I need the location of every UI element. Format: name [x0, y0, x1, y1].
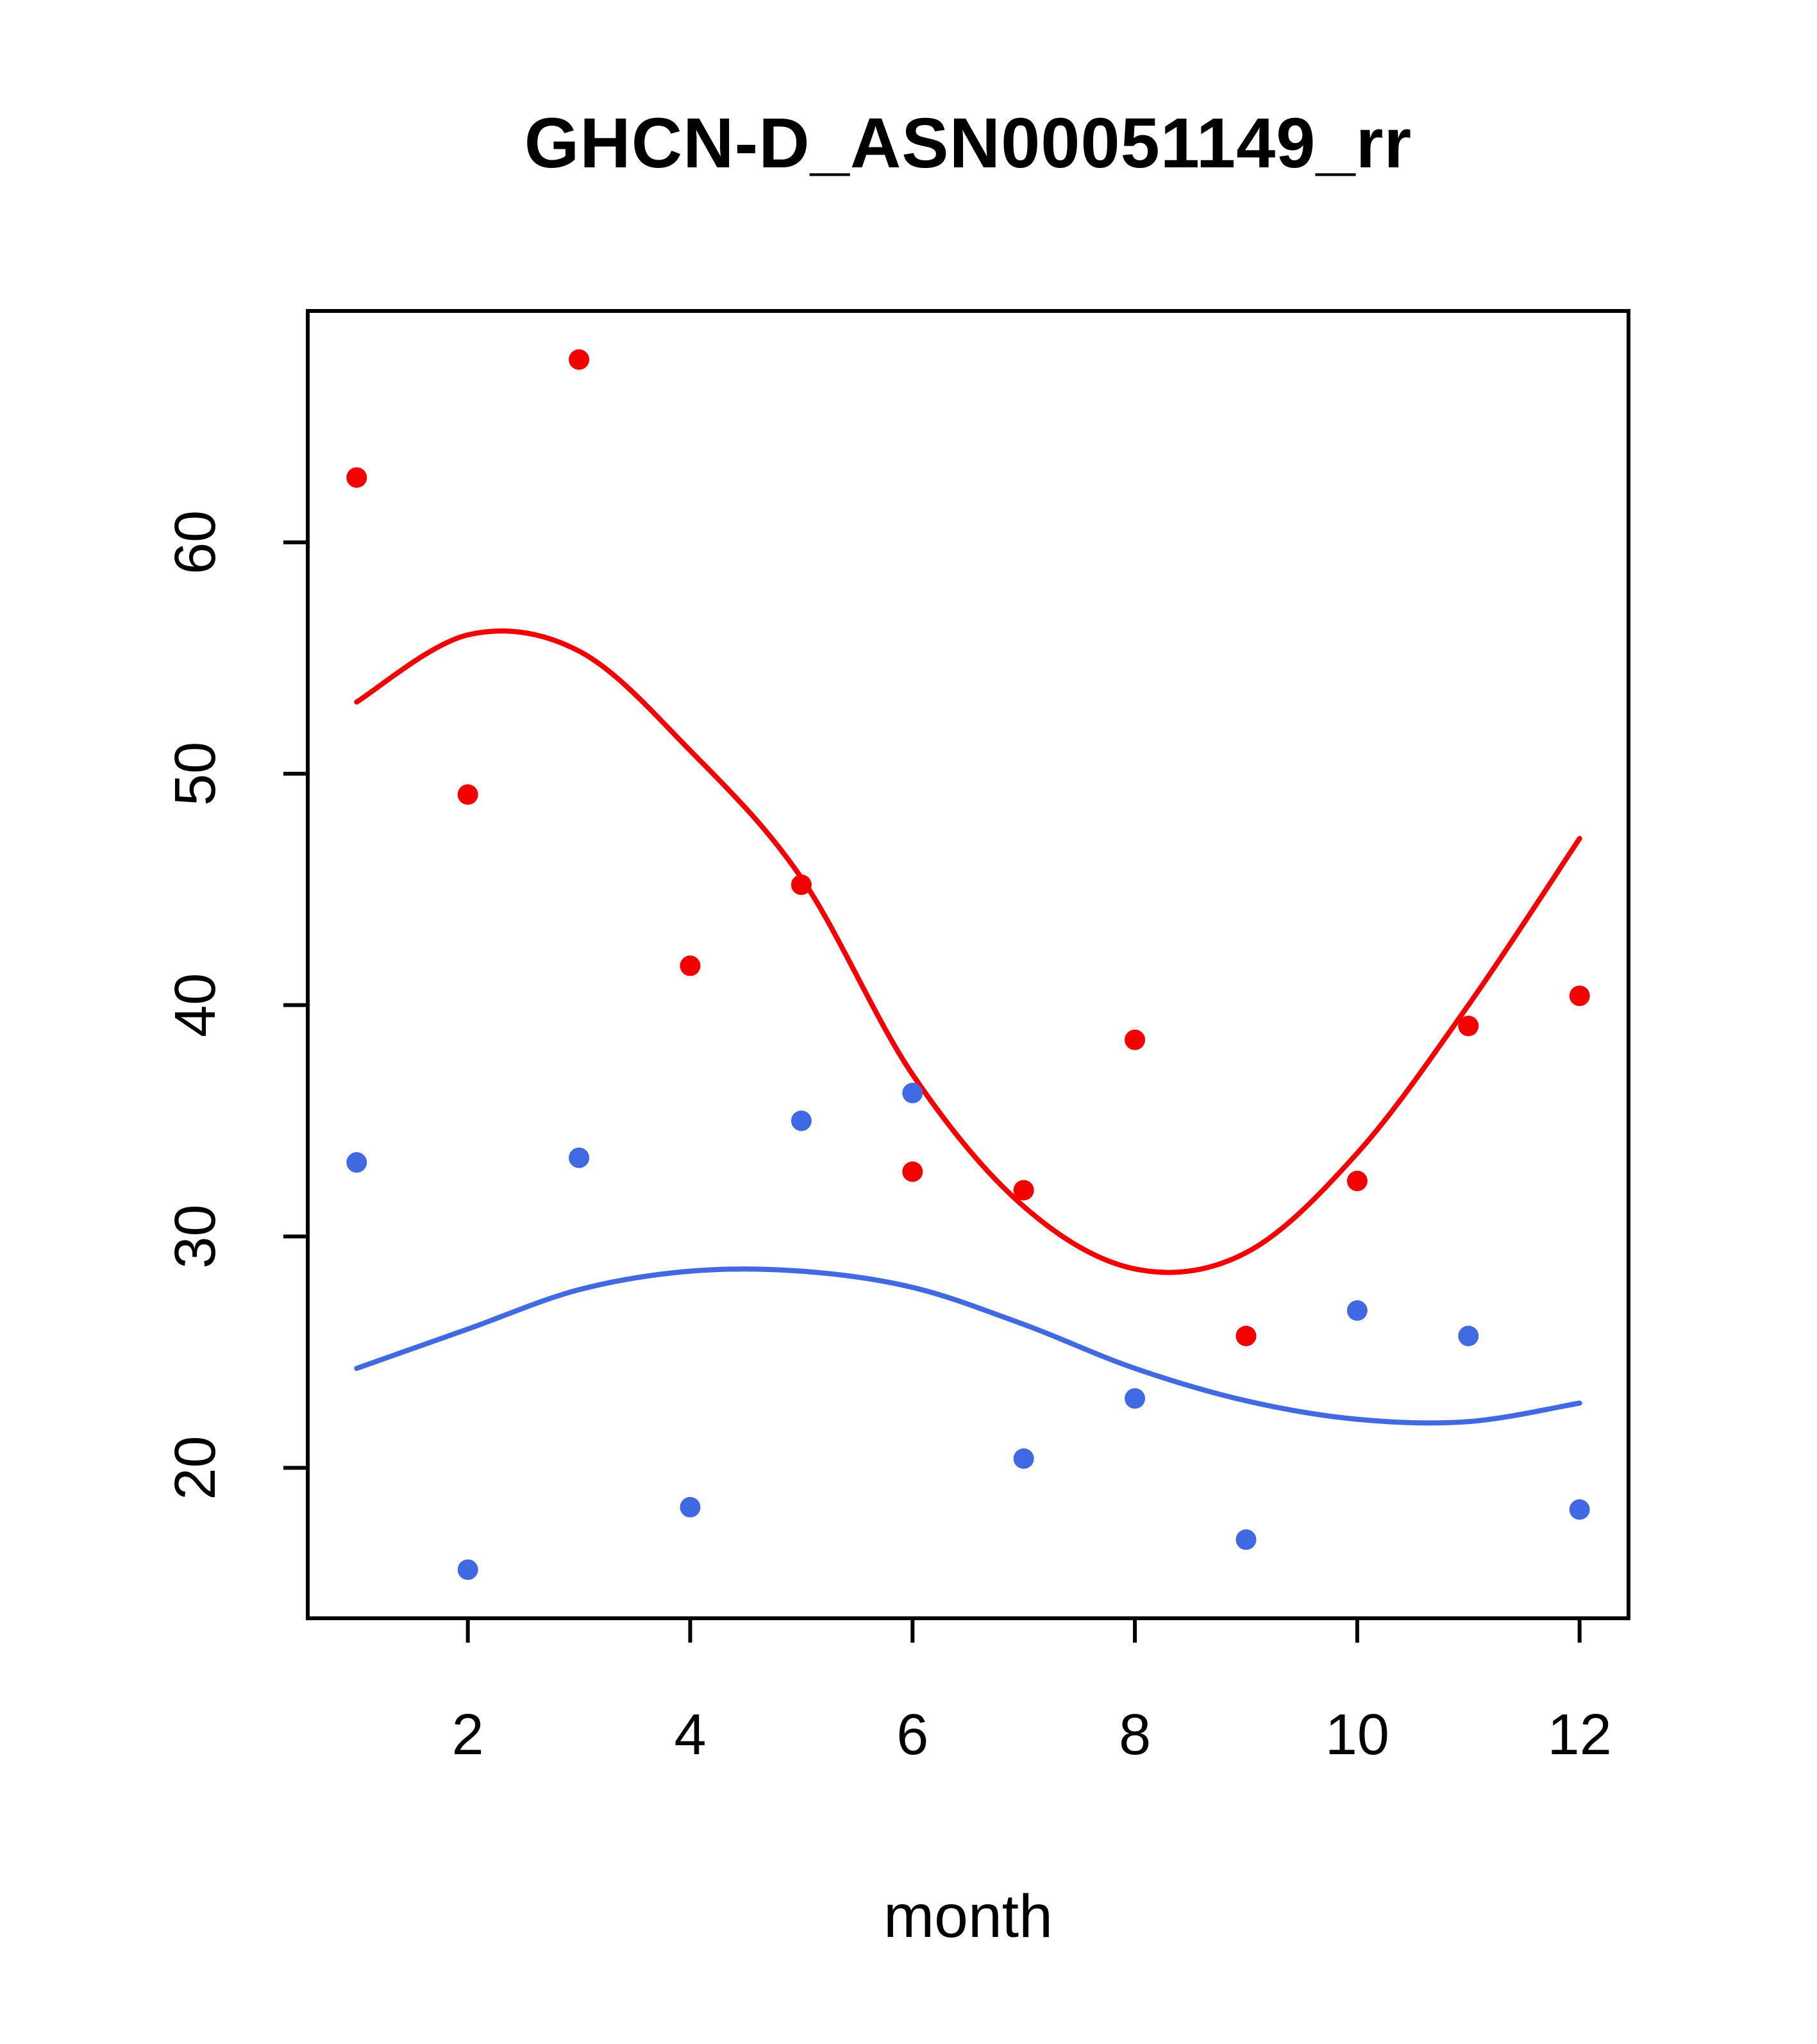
y-tick-label: 40: [163, 973, 228, 1037]
red-points-marker: [1013, 1180, 1034, 1201]
x-tick-label: 10: [1325, 1703, 1389, 1767]
x-tick-label: 8: [1119, 1703, 1151, 1767]
chart-title: GHCN-D_ASN00051149_rr: [524, 104, 1412, 183]
blue-points-marker: [1458, 1325, 1479, 1346]
blue-points-marker: [457, 1559, 478, 1580]
red-points-marker: [1235, 1325, 1257, 1346]
red-points-marker: [1125, 1029, 1146, 1050]
blue-smooth-line: [354, 1266, 1582, 1426]
plot-border: [306, 309, 1630, 1620]
blue-points-marker: [1346, 1300, 1368, 1321]
red-points-marker: [1458, 1016, 1479, 1037]
x-tick-label: 4: [674, 1703, 706, 1767]
red-points-marker: [680, 955, 701, 976]
red-points-marker: [346, 467, 367, 488]
red-smooth-line: [354, 628, 1582, 1275]
blue-points-marker: [680, 1496, 701, 1518]
x-tick-label: 12: [1548, 1703, 1612, 1767]
x-tick-label: 6: [896, 1703, 928, 1767]
red-points-marker: [569, 349, 590, 370]
blue-points-marker: [346, 1152, 367, 1173]
red-points-marker: [1569, 985, 1590, 1007]
blue-points-marker: [902, 1082, 923, 1103]
red-points-marker: [457, 784, 478, 805]
blue-points-marker: [1125, 1388, 1146, 1409]
red-points-marker: [1346, 1170, 1368, 1191]
y-tick-label: 60: [163, 510, 228, 574]
y-tick-label: 50: [163, 742, 228, 806]
y-tick-label: 20: [163, 1436, 228, 1500]
blue-points-marker: [1569, 1499, 1590, 1520]
blue-points-marker: [569, 1147, 590, 1168]
blue-points-marker: [1235, 1529, 1257, 1550]
blue-points-marker: [791, 1110, 812, 1132]
y-tick-label: 30: [163, 1204, 228, 1268]
x-tick-label: 2: [452, 1703, 484, 1767]
red-points-marker: [902, 1161, 923, 1182]
blue-points-marker: [1013, 1448, 1034, 1469]
x-axis-label: month: [883, 1882, 1053, 1950]
red-points-marker: [791, 874, 812, 895]
